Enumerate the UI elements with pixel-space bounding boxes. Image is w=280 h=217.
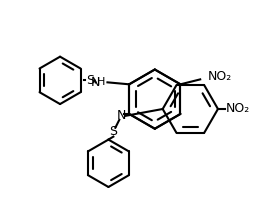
Text: H: H — [97, 77, 106, 87]
Text: S: S — [109, 125, 117, 138]
Text: N: N — [116, 109, 126, 122]
Text: NO₂: NO₂ — [226, 102, 250, 115]
Text: N: N — [91, 76, 101, 89]
Text: NO₂: NO₂ — [208, 70, 232, 83]
Text: S: S — [86, 74, 94, 87]
